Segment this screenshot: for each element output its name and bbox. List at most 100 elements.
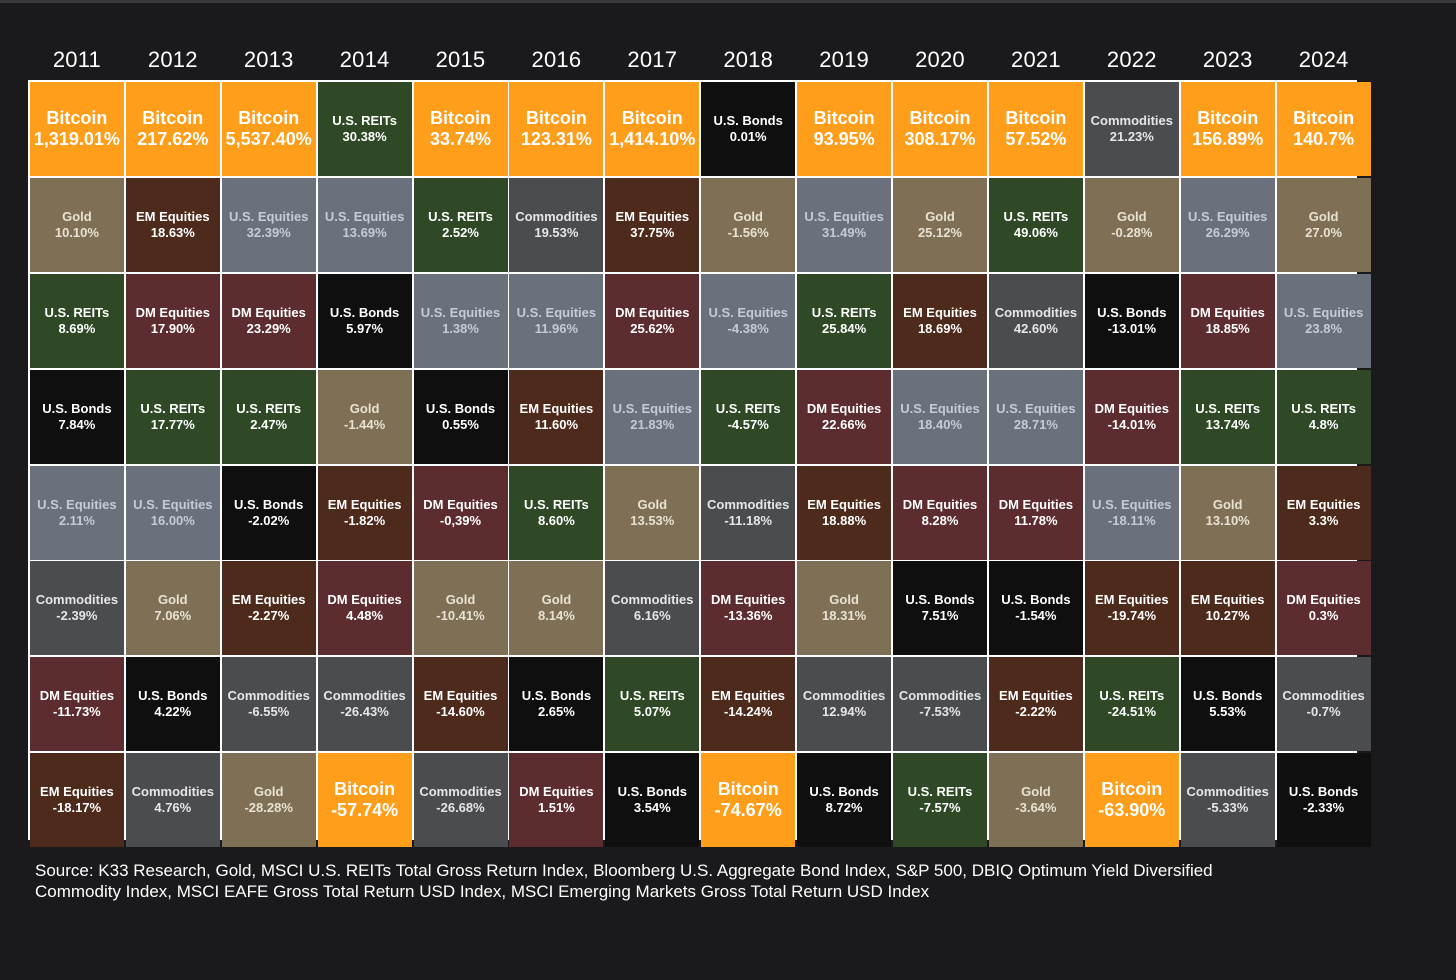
asset-name: U.S. Bonds [1193,688,1263,704]
return-value: 17.77% [150,416,195,432]
asset-name: Gold [1116,208,1147,224]
return-value: -11.18% [724,512,773,528]
return-value: -13.36% [723,608,773,624]
return-value: 57.52% [1005,128,1067,149]
asset-name: U.S. Equities [708,304,788,320]
return-cell: Gold -1.44% [317,369,412,464]
return-value: -5.33% [1207,800,1249,816]
return-cell: U.S. REITs 4.8% [1276,369,1371,464]
return-value: -1.54% [1015,608,1057,624]
asset-name: U.S. REITs [715,400,781,416]
asset-name: Commodities [131,784,214,800]
return-cell: DM Equities 18.85% [1180,273,1275,368]
return-cell: DM Equities 23.29% [221,273,316,368]
return-value: -57.74% [331,800,399,821]
asset-name: Bitcoin [334,779,396,800]
return-value: 32.39% [246,224,291,240]
asset-name: U.S. Bonds [905,592,975,608]
return-value: 42.60% [1013,320,1058,336]
asset-name: U.S. Equities [1187,208,1268,224]
return-value: -26.68% [436,800,485,816]
return-value: 5.07% [633,704,671,720]
return-value: 27.0% [1305,224,1343,240]
return-value: 8.69% [58,320,96,336]
return-cell: U.S. REITs 5.07% [605,657,700,752]
asset-name: Gold [445,592,476,608]
asset-name: U.S. REITs [1195,400,1261,416]
asset-name: Bitcoin [813,107,875,128]
return-value: 21.23% [1109,128,1154,144]
return-cell: Commodities 4.76% [125,753,220,848]
return-value: 10.10% [54,224,99,240]
return-value: 1,319.01% [33,128,120,149]
asset-name: Bitcoin [1005,107,1067,128]
return-value: 3.54% [633,800,671,816]
asset-name: Commodities [707,496,790,512]
return-value: 0.01% [729,128,767,144]
return-value: 2.65% [537,704,575,720]
asset-name: Commodities [1282,688,1365,704]
return-value: -14.60% [436,704,485,720]
asset-name: EM Equities [903,304,977,320]
return-value: -14.01% [1107,416,1156,432]
return-cell: U.S. REITs -7.57% [893,753,987,848]
return-value: 8.14% [537,608,575,624]
return-value: 5.53% [1209,704,1247,720]
return-value: 18.85% [1205,320,1250,336]
return-value: -2.22% [1015,704,1057,720]
asset-name: Bitcoin [238,107,300,128]
asset-name: Bitcoin [430,107,491,128]
return-cell: EM Equities 11.60% [509,369,604,464]
asset-name: U.S. REITs [619,688,685,704]
return-cell: DM Equities 11.78% [988,465,1083,560]
return-value: -1.44% [343,416,386,432]
return-cell: U.S. Equities 26.29% [1180,177,1275,272]
asset-name: U.S. Equities [612,400,693,416]
return-cell: U.S. REITs 2.47% [221,369,316,464]
return-cell: Commodities -26.68% [413,753,508,848]
return-cell: Bitcoin 1,414.10% [605,81,700,176]
asset-name: U.S. Equities [900,400,980,416]
asset-name: DM Equities [519,784,594,800]
return-value: -24.51% [1107,704,1156,720]
return-value: 93.95% [813,128,875,149]
return-cell: U.S. REITs 8.60% [509,465,604,560]
asset-name: U.S. REITs [1003,208,1069,224]
return-cell: U.S. REITs 2.52% [413,177,508,272]
return-cell: Gold 18.31% [797,561,892,656]
return-value: -1.56% [727,224,769,240]
return-cell: U.S. REITs 8.69% [29,273,124,368]
asset-name: Commodities [611,592,694,608]
return-cell: EM Equities 10.27% [1180,561,1275,656]
return-cell: EM Equities 18.88% [797,465,892,560]
asset-name: U.S. REITs [332,112,397,128]
return-cell: U.S. Equities 21.83% [605,369,700,464]
asset-name: Gold [157,592,188,608]
return-value: -19.74% [1107,608,1156,624]
return-cell: U.S. Equities 13.69% [317,177,412,272]
return-cell: Gold 8.14% [509,561,604,656]
return-cell: EM Equities -1.82% [317,465,412,560]
asset-name: U.S. REITs [524,496,589,512]
return-cell: U.S. Equities 2.11% [29,465,124,560]
return-value: 49.06% [1013,224,1058,240]
return-value: 11.96% [534,320,579,336]
return-value: 6.16% [633,608,671,624]
asset-name: EM Equities [711,688,786,704]
return-cell: Gold 25.12% [893,177,987,272]
asset-name: U.S. Bonds [1001,592,1071,608]
return-cell: U.S. Bonds -2.02% [221,465,316,560]
return-value: -2.02% [248,512,290,528]
return-cell: U.S. Equities -18.11% [1084,465,1179,560]
return-value: -11.73% [53,704,101,720]
return-value: 23.29% [246,320,291,336]
return-cell: Bitcoin 33.74% [413,81,508,176]
asset-name: EM Equities [807,496,881,512]
return-value: 17.90% [150,320,195,336]
asset-name: Commodities [515,208,598,224]
asset-name: U.S. Bonds [713,112,783,128]
asset-name: U.S. Equities [1283,304,1364,320]
asset-name: Gold [349,400,380,416]
return-cell: U.S. REITs 30.38% [317,81,412,176]
return-cell: Commodities -0.7% [1276,657,1371,752]
